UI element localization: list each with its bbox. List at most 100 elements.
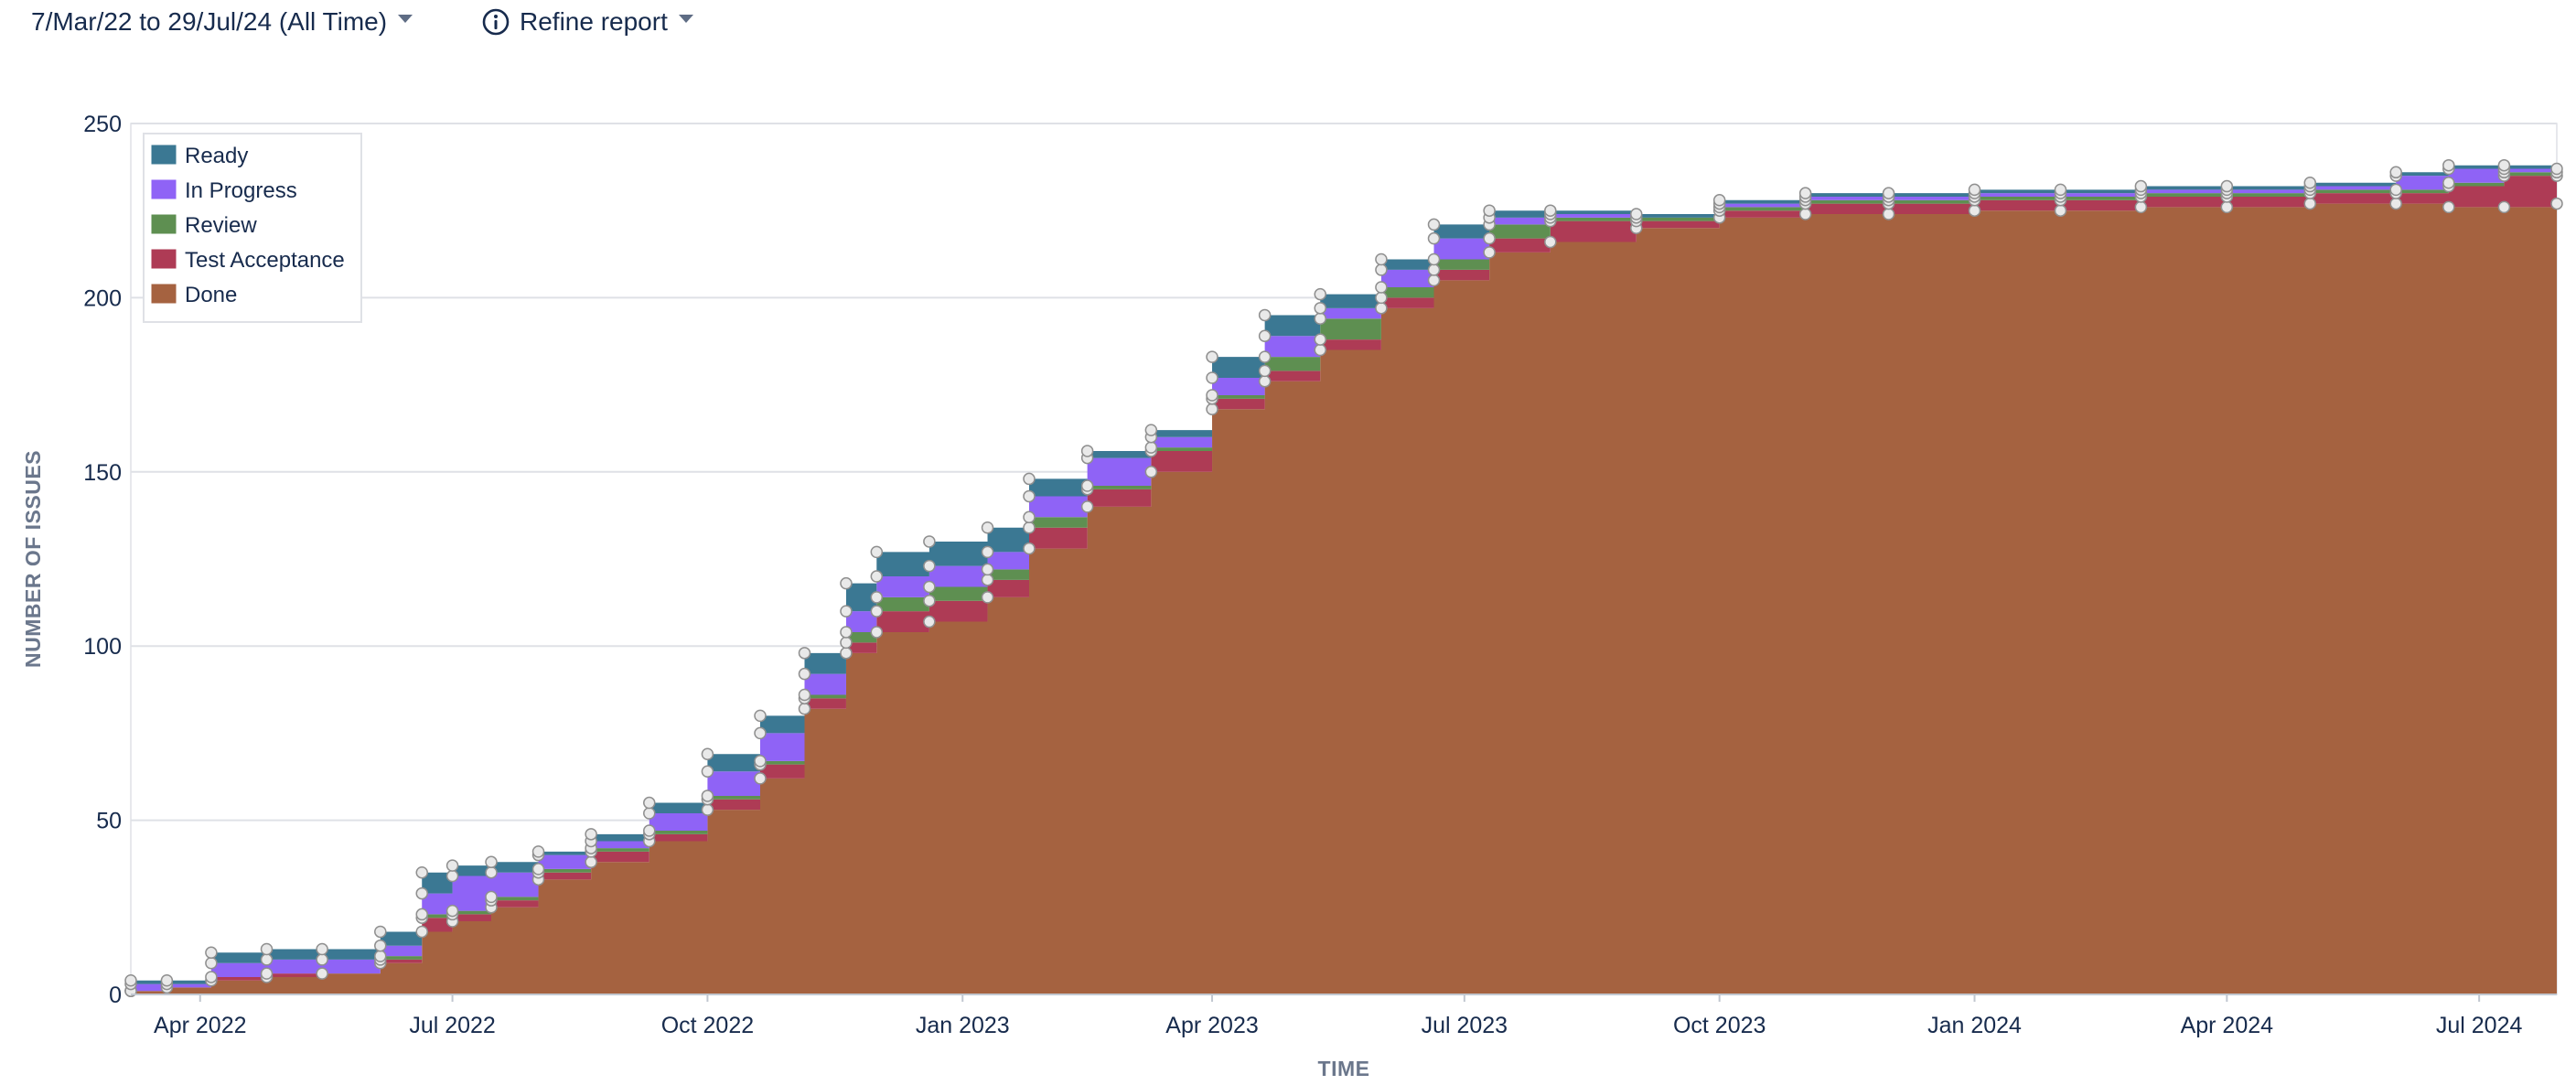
point-ready [374,925,387,939]
point-done [1080,500,1094,513]
point-review [2442,176,2455,189]
point-ready [2497,158,2511,172]
point-done [1968,204,1981,217]
legend-label-done: Done [185,283,237,307]
point-ready [160,974,174,987]
point-ready [260,942,274,956]
point-done [701,803,714,816]
point-in-progress [1206,371,1218,384]
x-tick-label: Jan 2023 [916,1013,1010,1038]
point-ready [1630,208,1643,220]
point-review [754,755,767,768]
point-ready [981,521,994,534]
y-tick-label: 150 [83,460,122,486]
point-done [870,626,884,639]
point-review [445,904,459,918]
x-tick-label: Apr 2024 [2181,1013,2274,1038]
legend-label-ready: Ready [185,144,248,168]
point-done [981,591,994,604]
point-in-progress [643,807,656,820]
point-ready [1023,472,1036,486]
point-test-acceptance [1483,231,1496,245]
x-tick-label: Oct 2022 [661,1013,754,1038]
point-ready [1712,194,1726,207]
point-ready [1427,218,1441,231]
point-ready [1144,424,1158,436]
date-range-label: 7/Mar/22 to 29/Jul/24 (All Time) [31,7,388,36]
point-done [2303,197,2317,210]
point-in-progress [1375,263,1388,276]
point-done [2442,200,2455,214]
point-ready [2134,179,2148,193]
point-done [2220,200,2234,214]
point-done [2054,204,2067,217]
point-review [1023,510,1036,524]
refine-report-label: Refine report [520,7,668,36]
point-review [1258,350,1272,363]
y-axis-title: NUMBER OF ISSUES [21,450,45,668]
point-test-acceptance [840,636,853,650]
point-review [1314,312,1326,325]
legend-box [143,133,362,323]
point-ready [2389,166,2402,179]
point-review [531,863,545,876]
point-review [1144,441,1158,454]
point-review [840,626,853,639]
y-tick-label: 0 [109,983,122,1008]
point-done [1427,274,1441,287]
point-in-progress [205,956,218,970]
point-done [415,925,428,939]
point-review [798,688,811,702]
point-review [701,790,714,802]
stacked-areas [124,158,2563,997]
legend-label-review: Review [185,213,257,238]
point-review [1206,389,1218,402]
y-tick-label: 50 [96,809,122,834]
point-review [981,563,994,576]
legend-label-test-acceptance: Test Acceptance [185,248,345,273]
axes: 0 50 100 150 200 250 Apr 2022 Jul 2022 Oct 2022 J… [83,112,2557,1038]
x-tick-label: Jan 2024 [1927,1013,2022,1038]
point-ready [585,828,597,841]
point-ready [701,747,714,760]
y-tick-label: 250 [83,112,122,137]
point-ready [1080,445,1094,457]
point-in-progress [260,953,274,966]
point-ready [1968,183,1981,197]
point-review [870,591,884,604]
point-test-acceptance [205,971,218,983]
date-range-button[interactable]: 7/Mar/22 to 29/Jul/24 (All Time) [31,4,413,40]
point-review [2389,183,2402,197]
legend-swatch-review [150,213,177,235]
point-ready [415,865,428,879]
point-test-acceptance [1427,263,1441,276]
point-ready [754,709,767,723]
point-in-progress [415,886,428,900]
point-ready [445,859,459,872]
point-ready [870,545,884,559]
point-ready [2303,176,2317,189]
point-review [923,580,936,594]
x-tick-label: Jul 2022 [409,1013,496,1038]
point-ready [923,535,936,548]
x-tick-label: Apr 2022 [154,1013,246,1038]
legend-swatch-test-acceptance [150,248,177,270]
point-done [840,647,853,660]
refine-report-button[interactable]: Refine report [481,4,693,40]
point-in-progress [870,570,884,583]
point-ready [1798,187,1812,199]
point-in-progress [445,869,459,883]
point-in-progress [374,939,387,952]
point-test-acceptance [1258,364,1272,378]
point-review [374,950,387,962]
point-done [316,967,328,980]
point-done [1375,302,1388,315]
point-in-progress [1427,231,1441,245]
point-review [415,908,428,921]
point-done [1483,246,1496,259]
point-done [1206,403,1218,416]
point-ready [643,796,656,810]
x-tick-label: Apr 2023 [1165,1013,1258,1038]
x-axis-title: TIME [1318,1057,1370,1080]
point-review [485,890,498,904]
